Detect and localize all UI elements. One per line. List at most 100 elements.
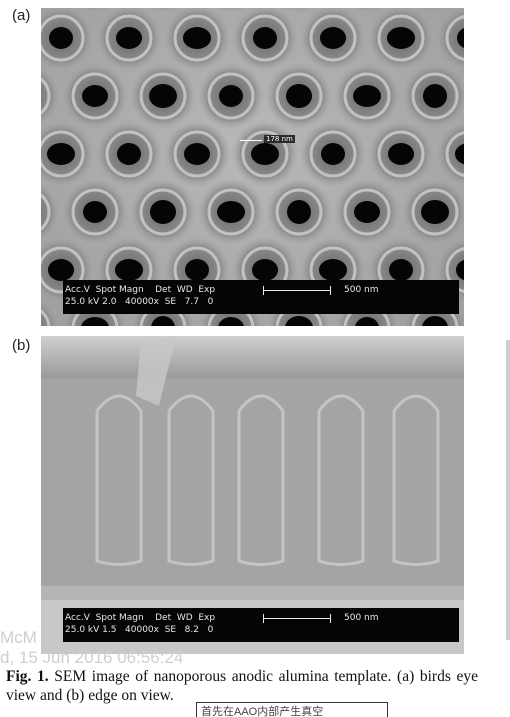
pore — [47, 143, 75, 165]
pore-rim — [207, 72, 255, 120]
pore — [286, 84, 312, 108]
pore-rim — [445, 15, 464, 61]
pore-rim — [275, 72, 323, 120]
pore — [117, 143, 141, 165]
pore-rim — [309, 14, 357, 62]
pore — [387, 27, 415, 49]
pore-rim — [343, 72, 391, 120]
pore — [151, 316, 175, 326]
pore — [49, 27, 73, 49]
pore-rim — [139, 72, 187, 120]
pore — [319, 259, 347, 281]
pore — [81, 317, 109, 326]
pore-rim — [41, 14, 85, 62]
pore-rim — [343, 188, 391, 236]
pore — [150, 200, 176, 224]
page-margin-strip — [506, 340, 510, 640]
pore-halo — [415, 8, 455, 14]
scale-label-a: 500 nm — [344, 285, 379, 295]
pore — [285, 316, 313, 326]
pore-rim — [411, 188, 459, 236]
pore-rim — [275, 188, 323, 236]
sem-info-bar-a: Acc.V Spot Magn Det WD Exp 25.0 kV 2.0 40… — [63, 280, 459, 314]
pore-diameter-marker: 178 nm — [240, 135, 295, 145]
pore — [354, 201, 380, 223]
pore-channel — [167, 394, 215, 566]
sem-image-a: 178 nm Acc.V Spot Magn Det WD Exp 25.0 kV… — [41, 8, 464, 326]
pore — [421, 200, 449, 224]
pore — [423, 84, 447, 108]
pore-channel — [237, 394, 285, 566]
pore — [115, 259, 143, 281]
pore — [219, 85, 243, 107]
pore — [388, 143, 414, 165]
pore-rim — [71, 72, 119, 120]
pore-halo — [211, 8, 251, 14]
annotation-box: 首先在AAO内部产生真空 — [196, 702, 388, 717]
info-header-b: Acc.V Spot Magn Det WD Exp — [65, 613, 216, 623]
pore — [455, 143, 464, 165]
pore-rim — [377, 14, 425, 62]
pore-halo — [75, 8, 115, 14]
pore — [116, 27, 142, 49]
pore-halo — [143, 8, 183, 14]
sem-info-bar-b: Acc.V Spot Magn Det WD Exp 25.0 kV 1.5 40… — [63, 608, 459, 642]
caption-text: SEM image of nanoporous anodic alumina t… — [6, 668, 478, 704]
pore-rim — [173, 130, 221, 178]
pore-rim — [241, 14, 289, 62]
sem-image-b: Acc.V Spot Magn Det WD Exp 25.0 kV 1.5 40… — [41, 336, 464, 654]
pore — [217, 201, 245, 223]
pore-rim — [41, 130, 85, 178]
pore-rim — [377, 130, 425, 178]
pore — [457, 28, 464, 48]
pore-rim — [41, 246, 85, 294]
pore — [251, 143, 279, 165]
pore-rim — [207, 188, 255, 236]
pore — [253, 27, 277, 49]
info-values-a: 25.0 kV 2.0 40000x SE 7.7 0 — [65, 297, 214, 307]
caption-lead: Fig. 1. — [6, 668, 49, 685]
pore — [183, 27, 211, 49]
cross-section-channels — [41, 336, 464, 654]
info-values-b: 25.0 kV 1.5 40000x SE 8.2 0 — [65, 625, 214, 635]
pore-channel — [95, 394, 143, 566]
pore-rim — [173, 14, 221, 62]
pore — [185, 259, 209, 281]
pore-rim — [445, 131, 464, 177]
pore-rim — [105, 14, 153, 62]
pore — [218, 317, 244, 326]
pore — [48, 259, 74, 281]
pore-channel — [317, 394, 365, 566]
pore — [83, 201, 107, 223]
pore-halo — [347, 8, 387, 14]
pore — [456, 259, 464, 281]
pore-halo — [41, 181, 61, 243]
pore-rim — [411, 72, 459, 120]
pore — [389, 259, 413, 281]
panel-b-label: (b) — [12, 337, 31, 354]
pore-rim — [71, 188, 119, 236]
download-watermark-line2: d, 15 Jun 2016 06:56:24 — [0, 648, 184, 667]
pore — [149, 84, 177, 108]
scale-label-b: 500 nm — [344, 613, 379, 623]
pore — [353, 85, 381, 107]
pore-halo — [41, 65, 61, 127]
pore-rim — [139, 188, 187, 236]
download-watermark-line1: McM — [0, 628, 37, 647]
pore — [252, 259, 278, 281]
pore-channel — [392, 394, 440, 566]
pore-halo — [279, 8, 319, 14]
pore-rim — [241, 130, 289, 178]
scale-bar-b — [263, 614, 331, 623]
pore — [184, 143, 210, 165]
pore-diameter-label: 178 nm — [264, 135, 295, 143]
pore — [82, 85, 108, 107]
pore-array — [41, 8, 464, 326]
pore — [321, 143, 345, 165]
panel-a-label: (a) — [12, 7, 31, 24]
pore — [320, 27, 346, 49]
pore-rim — [105, 130, 153, 178]
figure-caption: Fig. 1. SEM image of nanoporous anodic a… — [6, 667, 478, 705]
pore-rim — [41, 77, 51, 115]
pore — [287, 200, 311, 224]
